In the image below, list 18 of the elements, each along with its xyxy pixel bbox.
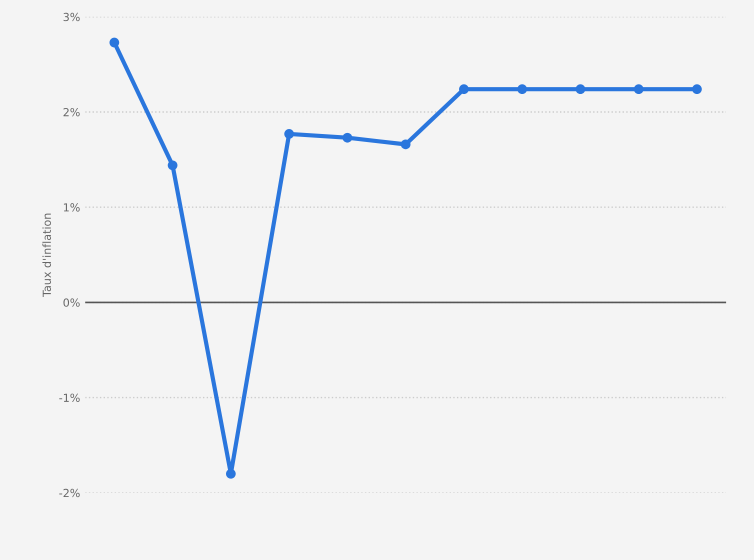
point — [342, 132, 352, 143]
y-tick-label: 2% — [64, 108, 80, 116]
point — [284, 129, 294, 139]
y-tick-label: 0% — [63, 298, 80, 307]
point — [634, 84, 644, 94]
point — [168, 160, 178, 170]
y-tick-label: -1% — [59, 394, 80, 402]
point — [459, 84, 469, 94]
point — [692, 84, 702, 94]
y-tick-label: -2% — [59, 488, 80, 498]
point — [226, 468, 236, 479]
y-tick-label: 1% — [64, 203, 80, 212]
y-tick-label: 3% — [64, 12, 80, 22]
point — [517, 84, 528, 94]
point — [109, 38, 120, 48]
point — [576, 84, 586, 94]
y-axis-title: Taux d'inflation — [42, 214, 51, 297]
point — [400, 140, 411, 150]
